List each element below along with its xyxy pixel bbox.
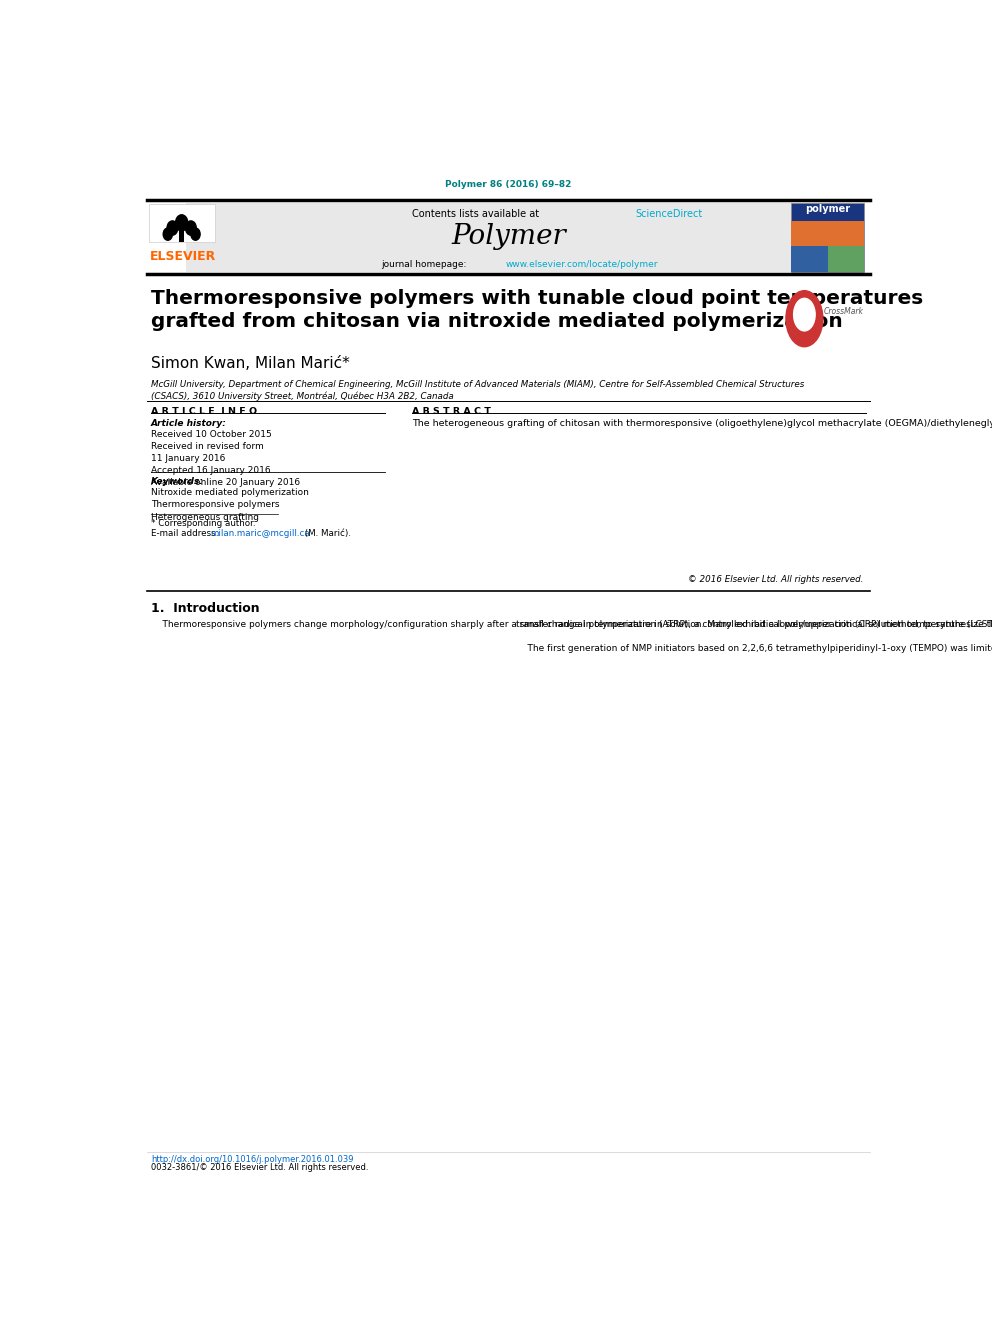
Text: Keywords:: Keywords: (151, 476, 204, 486)
FancyBboxPatch shape (792, 221, 864, 271)
Text: Polymer: Polymer (451, 224, 565, 250)
Circle shape (164, 228, 173, 241)
Text: E-mail address:: E-mail address: (151, 529, 221, 537)
Text: Thermoresponsive polymers change morphology/configuration sharply after a small : Thermoresponsive polymers change morphol… (151, 620, 992, 630)
Text: Received 10 October 2015
Received in revised form
11 January 2016
Accepted 16 Ja: Received 10 October 2015 Received in rev… (151, 430, 300, 487)
Text: Article history:: Article history: (151, 418, 227, 427)
Text: Contents lists available at: Contents lists available at (413, 209, 543, 218)
Circle shape (167, 221, 178, 235)
Text: The heterogeneous grafting of chitosan with thermoresponsive (oligoethylene)glyc: The heterogeneous grafting of chitosan w… (413, 418, 992, 427)
FancyBboxPatch shape (150, 204, 214, 242)
Text: Polymer 86 (2016) 69–82: Polymer 86 (2016) 69–82 (445, 180, 571, 189)
Text: 1.  Introduction: 1. Introduction (151, 602, 260, 615)
Text: CrossMark: CrossMark (823, 307, 863, 316)
Text: Nitroxide mediated polymerization
Thermoresponsive polymers
Heterogeneous grafti: Nitroxide mediated polymerization Thermo… (151, 488, 309, 521)
Text: milan.maric@mcgill.ca: milan.maric@mcgill.ca (210, 529, 310, 537)
Ellipse shape (786, 291, 822, 347)
FancyBboxPatch shape (180, 230, 184, 242)
FancyBboxPatch shape (792, 202, 864, 271)
Text: A R T I C L E  I N F O: A R T I C L E I N F O (151, 407, 257, 417)
Circle shape (190, 228, 200, 241)
Text: http://dx.doi.org/10.1016/j.polymer.2016.01.039: http://dx.doi.org/10.1016/j.polymer.2016… (151, 1155, 353, 1164)
Text: transfer radical polymerization (ATRP), a controlled radical polymerization (CRP: transfer radical polymerization (ATRP), … (516, 620, 992, 652)
Text: McGill University, Department of Chemical Engineering, McGill Institute of Advan: McGill University, Department of Chemica… (151, 380, 805, 401)
Text: polymer: polymer (805, 204, 850, 213)
Text: (M. Marić).: (M. Marić). (303, 529, 351, 537)
Text: © 2016 Elsevier Ltd. All rights reserved.: © 2016 Elsevier Ltd. All rights reserved… (688, 576, 864, 585)
FancyBboxPatch shape (186, 202, 831, 271)
Circle shape (186, 221, 196, 235)
Text: ScienceDirect: ScienceDirect (635, 209, 702, 218)
Text: www.elsevier.com/locate/polymer: www.elsevier.com/locate/polymer (506, 259, 659, 269)
Ellipse shape (794, 298, 815, 331)
Circle shape (176, 214, 187, 232)
Text: * Corresponding author.: * Corresponding author. (151, 520, 256, 528)
Text: Simon Kwan, Milan Marić*: Simon Kwan, Milan Marić* (151, 356, 349, 372)
Text: journal homepage:: journal homepage: (382, 259, 470, 269)
FancyBboxPatch shape (828, 246, 864, 271)
Text: Thermoresponsive polymers with tunable cloud point temperatures
grafted from chi: Thermoresponsive polymers with tunable c… (151, 290, 924, 331)
Text: ELSEVIER: ELSEVIER (150, 250, 216, 263)
FancyBboxPatch shape (792, 246, 828, 271)
Text: A B S T R A C T: A B S T R A C T (413, 407, 491, 417)
Text: 0032-3861/© 2016 Elsevier Ltd. All rights reserved.: 0032-3861/© 2016 Elsevier Ltd. All right… (151, 1163, 368, 1172)
